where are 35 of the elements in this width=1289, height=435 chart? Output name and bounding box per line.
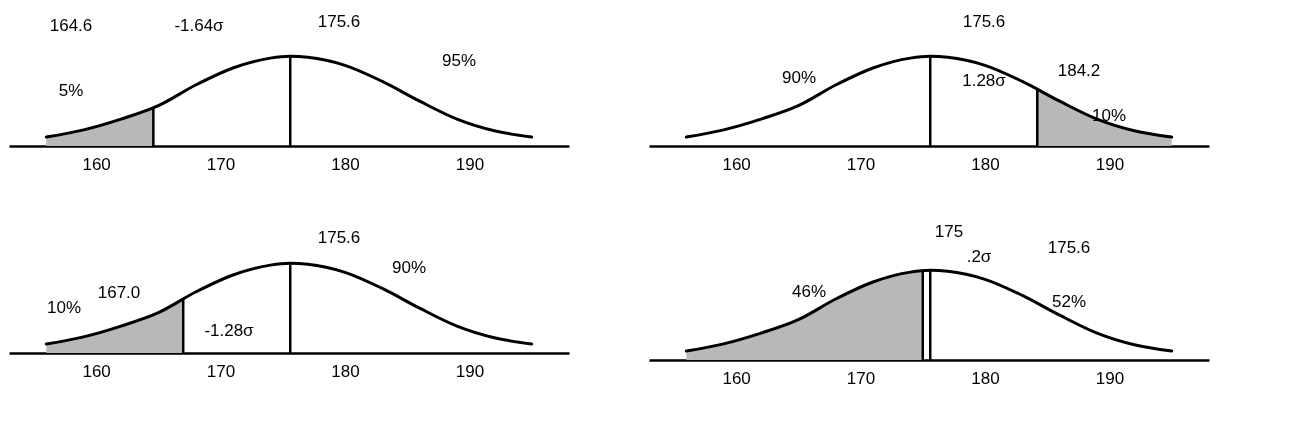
x-tick-label: 170 xyxy=(846,368,876,388)
x-tick-label: 170 xyxy=(206,361,236,381)
text: 175 xyxy=(934,222,964,241)
text: .2σ xyxy=(966,247,992,266)
annotation: 184.2 xyxy=(1057,61,1101,80)
x-tick-label: 170 xyxy=(846,154,876,174)
annotation: 10% xyxy=(46,298,82,317)
x-tick-label: 190 xyxy=(1095,154,1125,174)
annotation: 52% xyxy=(1051,292,1087,311)
text: -1.64σ xyxy=(174,16,225,35)
text: 175.6 xyxy=(1047,238,1091,257)
x-tick-label: 180 xyxy=(971,154,1000,174)
annotation: 1.28σ xyxy=(962,71,1007,90)
annotation: 167.0 xyxy=(97,283,141,302)
text: 175.6 xyxy=(962,12,1006,31)
annotation: 46% xyxy=(791,282,827,301)
annotation: 90% xyxy=(391,258,427,277)
x-tick-label: 190 xyxy=(455,154,485,174)
x-tick-label: 190 xyxy=(455,361,485,381)
x-tick-label: 180 xyxy=(331,154,360,174)
annotation: 90% xyxy=(781,68,817,87)
x-tick-label: 190 xyxy=(1095,368,1125,388)
annotation: -1.28σ xyxy=(204,321,255,340)
annotation: 5% xyxy=(58,81,84,100)
x-tick-label: 170 xyxy=(206,154,236,174)
annotation: 95% xyxy=(441,51,477,70)
x-tick-label: 160 xyxy=(722,368,751,388)
x-tick-label: 160 xyxy=(82,361,111,381)
text: 175.6 xyxy=(317,228,361,247)
x-tick-label: 160 xyxy=(82,154,111,174)
x-tick-label: 180 xyxy=(971,368,1000,388)
text: 175.6 xyxy=(317,12,361,31)
text: 164.6 xyxy=(49,16,93,35)
x-tick-label: 180 xyxy=(331,361,360,381)
x-tick-label: 160 xyxy=(722,154,751,174)
